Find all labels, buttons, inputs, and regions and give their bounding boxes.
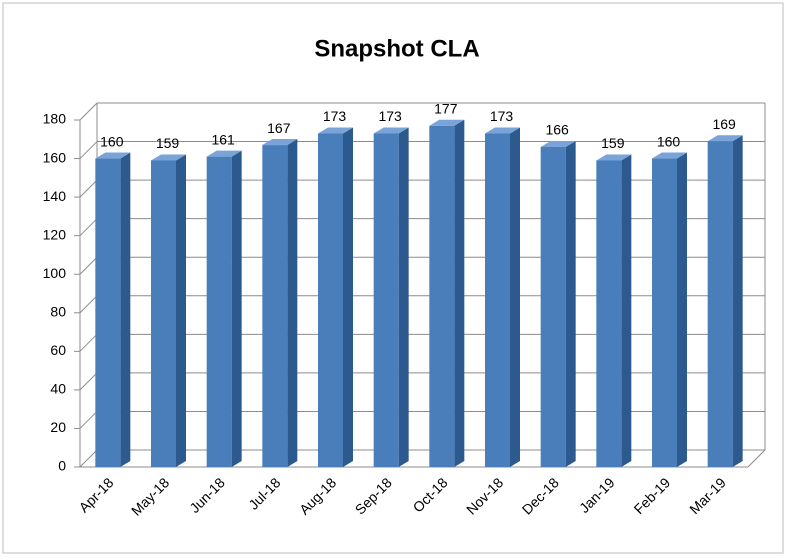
floor-edge [747,449,766,468]
grid-line [79,372,98,391]
grid-line [79,295,98,314]
bar [318,133,343,467]
y-tick-label: 100 [43,265,67,281]
bar-top [485,127,520,134]
bar-side [398,127,409,467]
value-label: 159 [601,135,625,151]
bar-top [429,119,465,126]
bar-side [343,127,353,467]
value-label: 160 [100,133,124,149]
chart-title: Snapshot CLA [314,35,479,62]
grid-line [79,411,98,429]
bar-side [287,139,298,468]
grid-line [79,333,98,352]
bar-side [176,154,186,467]
value-label: 159 [156,135,180,151]
value-label: 173 [323,108,347,124]
bar-top [318,127,353,134]
bar-top [596,154,632,161]
bar-side [454,119,465,468]
bar-side [120,152,131,468]
value-label: 167 [267,120,291,136]
y-tick-label: 140 [43,188,67,204]
bar [596,160,622,467]
bar-top [151,154,186,161]
bar-top [95,152,131,159]
grid-line [79,449,98,468]
value-label: 161 [211,131,235,147]
y-tick-label: 120 [43,226,67,242]
y-tick-label: 0 [58,458,66,474]
bar [429,125,455,468]
grid-line [79,141,98,159]
bar [151,160,176,467]
grid-line [79,102,98,121]
bar [262,145,288,468]
value-label: 173 [490,108,514,124]
value-label: 160 [657,133,681,149]
value-label: 166 [545,122,569,138]
bar-side [621,154,632,467]
bar-top [206,150,242,157]
value-label: 177 [434,100,458,116]
y-tick-label: 20 [50,419,66,435]
bar-side [565,140,576,467]
bar [373,133,399,467]
y-tick-label: 180 [43,111,67,127]
bar-side [677,152,687,468]
bar [707,141,733,467]
bar-top [652,152,687,159]
y-tick-label: 80 [50,303,66,319]
bar [540,146,566,467]
y-tick-label: 40 [50,381,66,397]
bar [652,158,677,468]
bar-side [510,127,520,467]
value-label: 173 [378,108,402,124]
grid-line [79,256,98,275]
bar-side [231,150,242,467]
bar [95,158,121,468]
bar-top [262,139,298,146]
bar-top [707,135,743,142]
bar [206,156,232,467]
bar-top [373,127,409,134]
bar [485,133,510,467]
value-label: 169 [712,116,736,132]
grid-line [79,218,98,237]
y-tick-label: 160 [43,149,67,165]
bar-side [732,135,743,467]
bar-top [540,140,576,147]
grid-line [79,179,98,198]
y-tick-label: 60 [50,342,66,358]
